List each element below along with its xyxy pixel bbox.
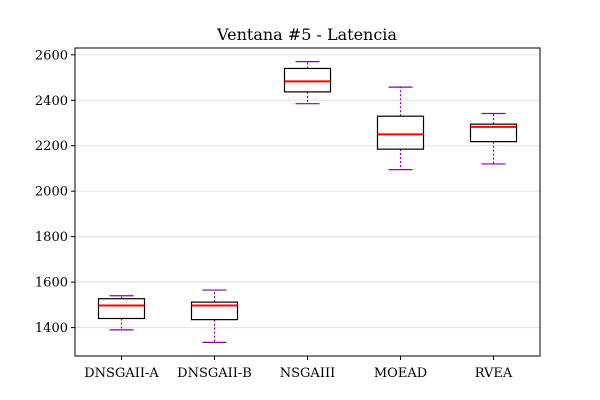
box-group-dnsgaii-a <box>97 295 146 331</box>
box-group-dnsgaii-b <box>190 289 239 343</box>
y-tick-label: 1600 <box>35 276 68 291</box>
iqr-box <box>283 67 332 93</box>
iqr-box <box>97 298 146 320</box>
x-tick-label: RVEA <box>475 366 513 381</box>
y-tick-label: 1400 <box>35 321 68 336</box>
box-group-rvea <box>469 112 518 165</box>
box-group-moead <box>376 86 425 171</box>
iqr-box <box>190 301 239 321</box>
box-group-nsgaiii <box>283 61 332 105</box>
y-tick-label: 2000 <box>35 185 68 200</box>
boxes-layer <box>97 61 518 343</box>
grid-layer <box>75 54 540 329</box>
y-tick-label: 2400 <box>35 94 68 109</box>
iqr-box <box>469 123 518 143</box>
chart-title: Ventana #5 - Latencia <box>216 25 397 44</box>
x-tick-label: DNSGAII-B <box>177 366 252 381</box>
x-tick-label: NSGAIII <box>280 366 335 381</box>
x-tick-label: DNSGAII-A <box>84 366 159 381</box>
x-tick-label: MOEAD <box>374 366 427 381</box>
y-tick-label: 2200 <box>35 139 68 154</box>
y-tick-label: 1800 <box>35 230 68 245</box>
iqr-box <box>376 115 425 150</box>
ticks-layer: 1400 1600 1800 2000 2200 2400 2600 DNSGAII-A DNS… <box>35 48 513 381</box>
y-tick-label: 2600 <box>35 48 68 63</box>
